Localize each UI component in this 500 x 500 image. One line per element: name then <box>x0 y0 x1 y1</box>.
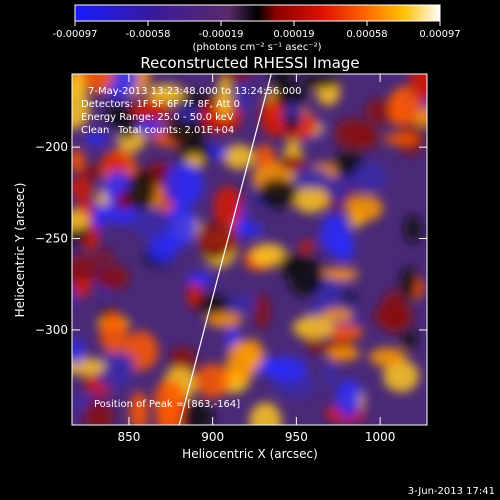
colorbar-tick-label: -0.00097 <box>53 29 98 40</box>
y-tick-label: −200 <box>35 140 68 154</box>
axis-ticks: 850 900 950 1000 −200 −250 −300 <box>35 74 427 444</box>
colorbar-tick-label: 0.00019 <box>273 29 314 40</box>
x-tick-label: 850 <box>117 430 140 444</box>
x-tick-label: 900 <box>201 430 224 444</box>
colorbar-tick-label: -0.00058 <box>126 29 171 40</box>
colorbar-tick-label: -0.00019 <box>199 29 244 40</box>
colorbar-tick-label: 0.00058 <box>346 29 387 40</box>
colorbar-tick-label: 0.00097 <box>419 29 460 40</box>
x-tick-label: 950 <box>285 430 308 444</box>
heatmap <box>72 74 427 425</box>
y-tick-label: −250 <box>35 232 68 246</box>
colorbar-ticks: -0.00097 -0.00058 -0.00019 0.00019 0.00058 0.… <box>53 21 461 40</box>
energy-range-label: Energy Range: 25.0 - 50.0 keV <box>81 112 234 123</box>
y-tick-label: −300 <box>35 323 68 337</box>
method-label: Clean <box>81 125 109 136</box>
solar-limb-line <box>178 74 272 425</box>
x-axis-label: Heliocentric X (arcsec) <box>182 447 318 461</box>
plot-frame <box>71 73 428 426</box>
time-range-label: 7-May-2013 13:23:48.000 to 13:24:56.000 <box>88 86 301 97</box>
total-counts-label: Total counts: 2.01E+04 <box>117 125 234 136</box>
y-axis-label: Heliocentric Y (arcsec) <box>13 183 27 318</box>
colorbar-unit-label: (photons cm⁻² s⁻¹ asec⁻²) <box>192 42 321 53</box>
detectors-label: Detectors: 1F 5F 6F 7F 8F, Att 0 <box>81 99 240 110</box>
footer-date: 3-Jun-2013 17:41 <box>408 486 495 497</box>
chart-title: Reconstructed RHESSI Image <box>140 54 359 72</box>
x-tick-label: 1000 <box>365 430 396 444</box>
colorbar <box>74 4 441 22</box>
peak-position-label: Position of Peak = [863,-164] <box>94 399 240 410</box>
